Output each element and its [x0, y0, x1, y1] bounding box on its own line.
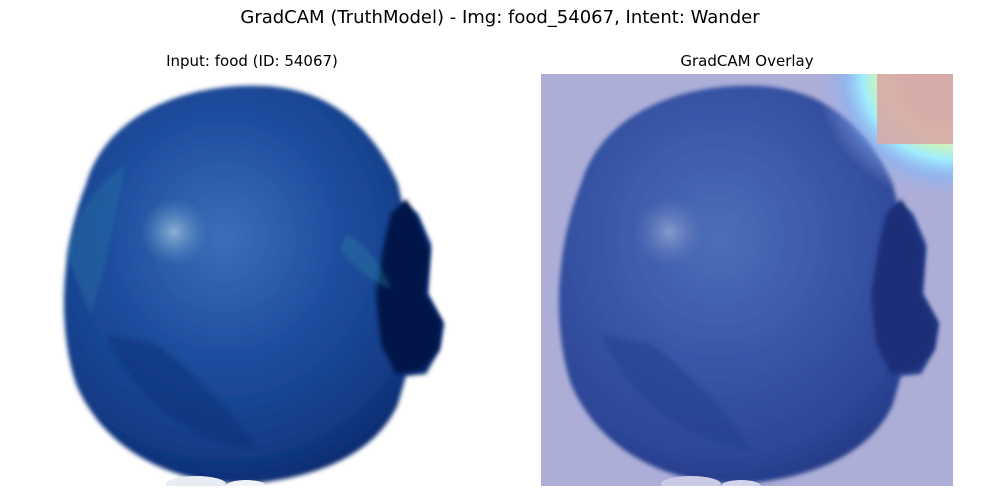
overlay-image-panel — [541, 74, 953, 486]
overlay-image — [541, 74, 953, 486]
input-image-panel — [46, 74, 458, 486]
input-panel-title: Input: food (ID: 54067) — [166, 52, 338, 70]
overlay-panel-title: GradCAM Overlay — [680, 52, 814, 70]
input-image — [46, 74, 458, 486]
figure-title: GradCAM (TruthModel) - Img: food_54067, … — [240, 7, 760, 28]
